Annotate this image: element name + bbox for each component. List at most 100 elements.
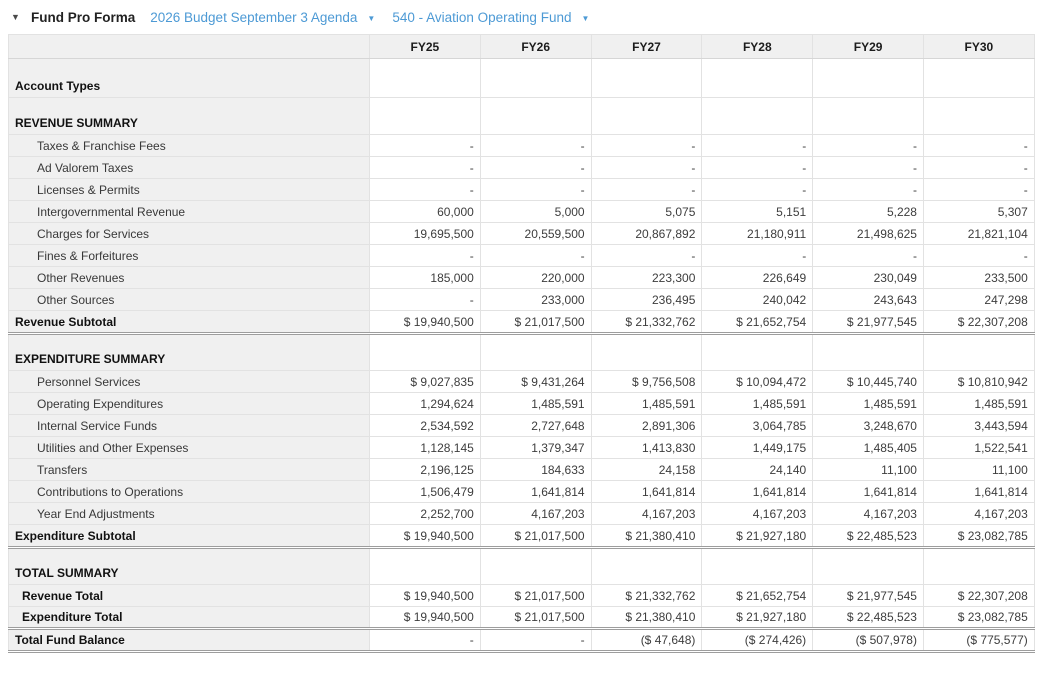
cell-fy29: ($ 507,978) [812, 627, 924, 653]
cell-fy25: 2,196,125 [369, 458, 481, 481]
cell-fy30 [922, 333, 1035, 371]
cell-fy30: - [922, 244, 1035, 267]
row-label: Utilities and Other Expenses [8, 436, 370, 459]
row-label: Account Types [8, 58, 370, 98]
cell-fy27: $ 21,332,762 [590, 310, 703, 335]
cell-fy30: 4,167,203 [922, 502, 1035, 525]
row-label: Expenditure Total [8, 606, 370, 629]
cell-fy27: 2,891,306 [590, 414, 703, 437]
table-row: Transfers 2,196,125 184,633 24,158 24,140 11,… [8, 458, 1035, 481]
row-label: Personnel Services [8, 370, 370, 393]
cell-fy28 [701, 58, 814, 98]
cell-fy25: 2,534,592 [369, 414, 481, 437]
row-label: Contributions to Operations [8, 480, 370, 503]
table-row: Personnel Services $ 9,027,835 $ 9,431,264… [8, 370, 1035, 393]
table-row: Year End Adjustments 2,252,700 4,167,203 4,… [8, 502, 1035, 525]
cell-fy26: 1,641,814 [479, 480, 592, 503]
table-row: Charges for Services 19,695,500 20,559,500… [8, 222, 1035, 245]
cell-fy30: - [922, 156, 1035, 179]
column-header-fy30: FY30 [922, 34, 1035, 59]
cell-fy30: 11,100 [922, 458, 1035, 481]
table-row: Other Sources -233,000 236,495 240,042 243,6… [8, 288, 1035, 311]
column-header-fy26: FY26 [479, 34, 592, 59]
cell-fy30: $ 23,082,785 [922, 524, 1035, 549]
cell-fy26: 2,727,648 [479, 414, 592, 437]
cell-fy27: 223,300 [590, 266, 703, 289]
cell-fy28: 1,485,591 [701, 392, 814, 415]
collapse-triangle-icon[interactable]: ▼ [11, 12, 20, 22]
row-label: REVENUE SUMMARY [8, 97, 370, 135]
table-row: Total Fund Balance - - ($ 47,648) ($ 274,426… [8, 627, 1035, 653]
cell-fy26: $ 21,017,500 [479, 606, 592, 629]
cell-fy26 [479, 547, 592, 585]
table-row: Operating Expenditures 1,294,624 1,485,591… [8, 392, 1035, 415]
column-header-fy27: FY27 [590, 34, 703, 59]
cell-fy29: 5,228 [812, 200, 924, 223]
cell-fy27 [590, 58, 703, 98]
cell-fy27: 1,641,814 [590, 480, 703, 503]
row-label: Ad Valorem Taxes [8, 156, 370, 179]
cell-fy28: 3,064,785 [701, 414, 814, 437]
cell-fy29: 1,485,405 [812, 436, 924, 459]
cell-fy29: $ 22,485,523 [812, 606, 924, 629]
row-label: Charges for Services [8, 222, 370, 245]
row-label: Internal Service Funds [8, 414, 370, 437]
cell-fy30: 233,500 [922, 266, 1035, 289]
column-header-fy29: FY29 [812, 34, 924, 59]
table-row: Licenses & Permits - - - - - - [8, 178, 1035, 201]
cell-fy27: - [590, 244, 703, 267]
budget-version-dropdown[interactable]: 2026 Budget September 3 Agenda ▼ [150, 10, 375, 25]
cell-fy28: 21,180,911 [701, 222, 814, 245]
pro-forma-table: FY25 FY26 FY27 FY28 FY29 FY30 Account Types RE… [8, 34, 1035, 653]
cell-fy28: $ 21,652,754 [701, 584, 814, 607]
fund-selector-dropdown[interactable]: 540 - Aviation Operating Fund ▼ [392, 10, 589, 25]
cell-fy26: 4,167,203 [479, 502, 592, 525]
cell-fy26: - [479, 244, 592, 267]
cell-fy27: $ 21,380,410 [590, 524, 703, 549]
cell-fy30: $ 22,307,208 [922, 584, 1035, 607]
cell-fy29: - [812, 178, 924, 201]
cell-fy29 [812, 547, 924, 585]
chevron-down-icon: ▼ [367, 13, 376, 23]
cell-fy30: 5,307 [922, 200, 1035, 223]
cell-fy26 [479, 58, 592, 98]
page-title: Fund Pro Forma [31, 9, 136, 25]
cell-fy25: - [369, 156, 481, 179]
cell-fy29: 3,248,670 [812, 414, 924, 437]
table-row: Taxes & Franchise Fees - - - - - - [8, 134, 1035, 157]
cell-fy28 [701, 333, 814, 371]
cell-fy25: $ 19,940,500 [369, 606, 481, 629]
row-label: Revenue Subtotal [8, 310, 370, 335]
cell-fy30: ($ 775,577) [922, 627, 1035, 653]
table-row: Other Revenues 185,000 220,000 223,300 226,6… [8, 266, 1035, 289]
cell-fy26 [479, 97, 592, 135]
cell-fy28: - [701, 244, 814, 267]
table-row: Intergovernmental Revenue 60,000 5,000 5,07… [8, 200, 1035, 223]
table-corner-cell [8, 34, 370, 59]
budget-version-label: 2026 Budget September 3 Agenda [150, 9, 358, 25]
cell-fy27: - [590, 134, 703, 157]
cell-fy26: - [479, 156, 592, 179]
cell-fy26: 184,633 [479, 458, 592, 481]
cell-fy25: - [369, 134, 481, 157]
cell-fy27 [590, 97, 703, 135]
column-header-fy25: FY25 [369, 34, 481, 59]
cell-fy30: $ 23,082,785 [922, 606, 1035, 629]
cell-fy29: 11,100 [812, 458, 924, 481]
cell-fy30: - [922, 178, 1035, 201]
cell-fy27: 1,413,830 [590, 436, 703, 459]
cell-fy29 [812, 58, 924, 98]
cell-fy27: $ 21,380,410 [590, 606, 703, 629]
cell-fy25: 2,252,700 [369, 502, 481, 525]
row-label: Fines & Forfeitures [8, 244, 370, 267]
column-header-fy28: FY28 [701, 34, 814, 59]
table-row: REVENUE SUMMARY [8, 97, 1035, 135]
cell-fy30 [922, 547, 1035, 585]
cell-fy28: 5,151 [701, 200, 814, 223]
cell-fy25: 60,000 [369, 200, 481, 223]
fund-selector-label: 540 - Aviation Operating Fund [392, 9, 572, 25]
cell-fy28 [701, 547, 814, 585]
cell-fy29: 4,167,203 [812, 502, 924, 525]
cell-fy30: $ 10,810,942 [922, 370, 1035, 393]
cell-fy26: $ 9,431,264 [479, 370, 592, 393]
